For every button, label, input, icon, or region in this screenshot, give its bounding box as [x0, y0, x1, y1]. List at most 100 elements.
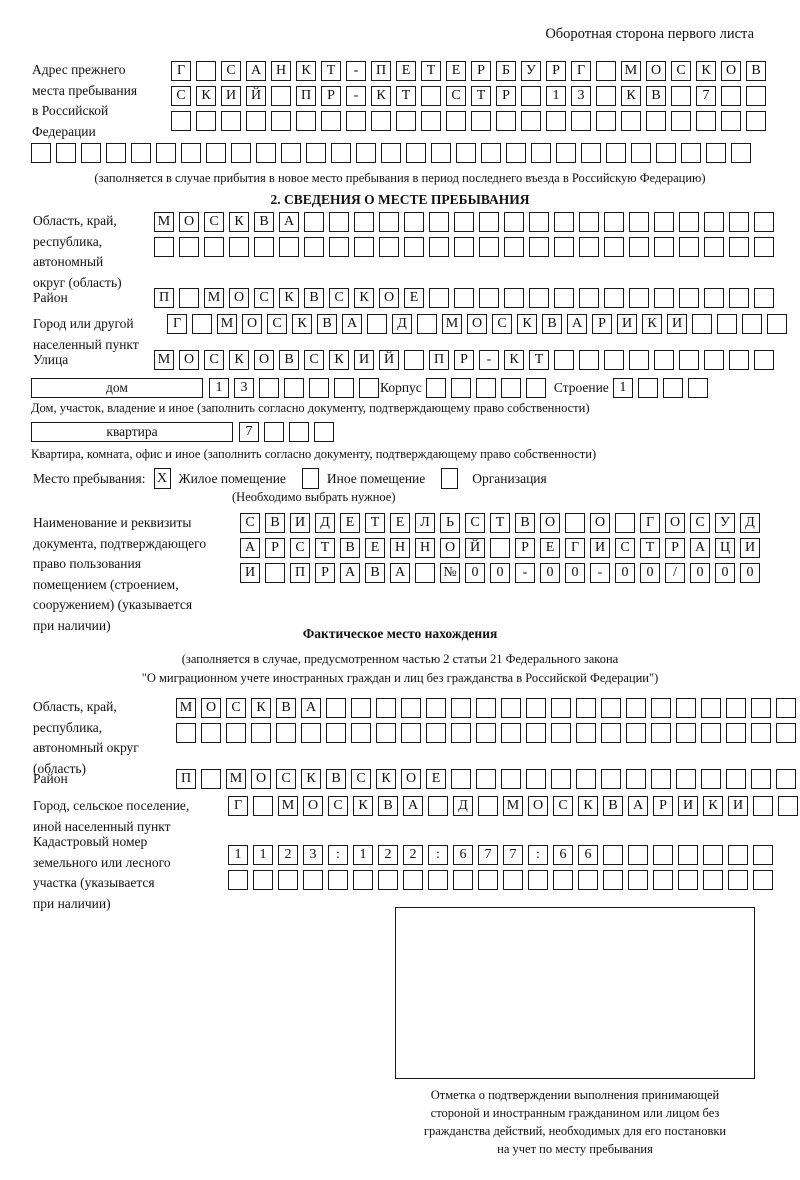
char-cell[interactable]: П: [296, 86, 316, 106]
char-cell[interactable]: [551, 698, 571, 718]
char-cell[interactable]: [451, 769, 471, 789]
char-cell[interactable]: [753, 845, 773, 865]
char-cell[interactable]: Й: [379, 350, 399, 370]
char-cell[interactable]: Н: [415, 538, 435, 558]
char-cell[interactable]: [654, 288, 674, 308]
char-cell[interactable]: [703, 870, 723, 890]
char-cell[interactable]: Т: [421, 61, 441, 81]
char-cell[interactable]: [453, 870, 473, 890]
char-cell[interactable]: [279, 237, 299, 257]
char-cell[interactable]: К: [229, 350, 249, 370]
char-cell[interactable]: [626, 723, 646, 743]
char-cell[interactable]: [529, 212, 549, 232]
char-cell[interactable]: [726, 698, 746, 718]
char-cell[interactable]: [246, 111, 266, 131]
place-type-row[interactable]: Место пребывания: X Жилое помещение Иное…: [33, 468, 547, 489]
char-cell[interactable]: О: [590, 513, 610, 533]
char-cell[interactable]: [314, 422, 334, 442]
char-cell[interactable]: А: [403, 796, 423, 816]
char-cell[interactable]: [504, 237, 524, 257]
char-cell[interactable]: :: [528, 845, 548, 865]
char-cell[interactable]: [579, 350, 599, 370]
char-cell[interactable]: [579, 237, 599, 257]
s2-flat-line[interactable]: квартира 7: [31, 422, 334, 442]
char-cell[interactable]: [351, 723, 371, 743]
char-cell[interactable]: [429, 288, 449, 308]
char-cell[interactable]: В: [254, 212, 274, 232]
char-cell[interactable]: [501, 769, 521, 789]
char-cell[interactable]: Т: [529, 350, 549, 370]
char-cell[interactable]: [426, 698, 446, 718]
char-cell[interactable]: К: [371, 86, 391, 106]
char-cell[interactable]: [729, 237, 749, 257]
char-cell[interactable]: [56, 143, 76, 163]
char-cell[interactable]: [629, 237, 649, 257]
char-cell[interactable]: [751, 723, 771, 743]
char-cell[interactable]: О: [201, 698, 221, 718]
char-cell[interactable]: [406, 143, 426, 163]
char-cell[interactable]: [726, 769, 746, 789]
char-cell[interactable]: С: [171, 86, 191, 106]
char-cell[interactable]: С: [553, 796, 573, 816]
char-cell[interactable]: И: [221, 86, 241, 106]
char-cell[interactable]: Р: [315, 563, 335, 583]
char-cell[interactable]: [529, 288, 549, 308]
char-cell[interactable]: [603, 845, 623, 865]
char-cell[interactable]: 3: [303, 845, 323, 865]
char-cell[interactable]: [604, 350, 624, 370]
char-cell[interactable]: [654, 212, 674, 232]
char-cell[interactable]: А: [240, 538, 260, 558]
char-cell[interactable]: [579, 212, 599, 232]
char-cell[interactable]: [554, 212, 574, 232]
char-cell[interactable]: Е: [365, 538, 385, 558]
char-cell[interactable]: К: [329, 350, 349, 370]
char-cell[interactable]: С: [465, 513, 485, 533]
char-cell[interactable]: [626, 698, 646, 718]
char-cell[interactable]: О: [242, 314, 262, 334]
char-cell[interactable]: Е: [540, 538, 560, 558]
char-cell[interactable]: [425, 378, 446, 398]
char-cell[interactable]: К: [504, 350, 524, 370]
char-cell[interactable]: А: [567, 314, 587, 334]
char-cell[interactable]: [754, 350, 774, 370]
char-cell[interactable]: [701, 698, 721, 718]
char-cell[interactable]: Е: [390, 513, 410, 533]
char-cell[interactable]: [296, 111, 316, 131]
char-cell[interactable]: [679, 237, 699, 257]
char-cell[interactable]: [304, 237, 324, 257]
char-cell[interactable]: [678, 845, 698, 865]
char-cell[interactable]: [653, 845, 673, 865]
char-cell[interactable]: [676, 723, 696, 743]
char-cell[interactable]: М: [278, 796, 298, 816]
char-cell[interactable]: [603, 870, 623, 890]
char-cell[interactable]: [646, 111, 666, 131]
char-cell[interactable]: С: [254, 288, 274, 308]
char-cell[interactable]: [746, 86, 766, 106]
char-cell[interactable]: [254, 237, 274, 257]
char-cell[interactable]: И: [590, 538, 610, 558]
char-cell[interactable]: М: [621, 61, 641, 81]
char-cell[interactable]: О: [254, 350, 274, 370]
char-cell[interactable]: Т: [490, 513, 510, 533]
char-cell[interactable]: У: [715, 513, 735, 533]
char-cell[interactable]: [265, 563, 285, 583]
char-cell[interactable]: 1: [353, 845, 373, 865]
char-cell[interactable]: К: [196, 86, 216, 106]
char-cell[interactable]: [271, 111, 291, 131]
char-cell[interactable]: К: [353, 796, 373, 816]
char-cell[interactable]: П: [154, 288, 174, 308]
char-cell[interactable]: Й: [246, 86, 266, 106]
char-cell[interactable]: М: [226, 769, 246, 789]
char-cell[interactable]: [726, 723, 746, 743]
char-cell[interactable]: 3: [234, 378, 254, 398]
stroenie-cells[interactable]: 1: [612, 378, 708, 398]
char-cell[interactable]: Т: [396, 86, 416, 106]
char-cell[interactable]: №: [440, 563, 460, 583]
